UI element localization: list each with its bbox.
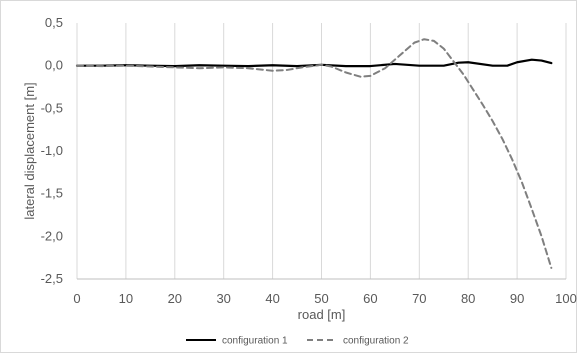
x-tick-label: 20 [168,291,182,306]
y-tick-label: 0,5 [45,15,63,30]
y-tick-label: -2,0 [41,228,63,243]
x-axis-title: road [m] [298,307,346,322]
y-tick-label: -0,5 [41,100,63,115]
x-tick-label: 10 [119,291,133,306]
x-tick-label: 50 [314,291,328,306]
y-tick-label: -1,5 [41,186,63,201]
grid [76,23,567,279]
x-tick-label: 80 [461,291,475,306]
x-tick-label: 90 [510,291,524,306]
x-tick-label: 0 [73,291,80,306]
series-line-2 [76,38,553,269]
legend-label-configuration-1: configuration 1 [222,336,288,347]
legend: configuration 1 configuration 2 [186,336,409,347]
series [75,38,553,269]
x-tick-label: 30 [216,291,230,306]
y-tick-label: 0,0 [45,58,63,73]
series-line-1 [75,58,553,68]
x-tick-label: 70 [412,291,426,306]
tick-labels: 0 10 20 30 40 50 60 70 80 90 100 0,5 0,0 -0,5 -1,0 -1,5… [41,15,577,306]
legend-label-configuration-2: configuration 2 [343,336,409,347]
x-tick-label: 60 [363,291,377,306]
x-tick-label: 40 [265,291,279,306]
x-tick-label: 100 [555,291,577,306]
y-tick-label: -2,5 [41,271,63,286]
y-axis-title: lateral displacement [m] [22,82,37,219]
y-tick-label: -1,0 [41,143,63,158]
